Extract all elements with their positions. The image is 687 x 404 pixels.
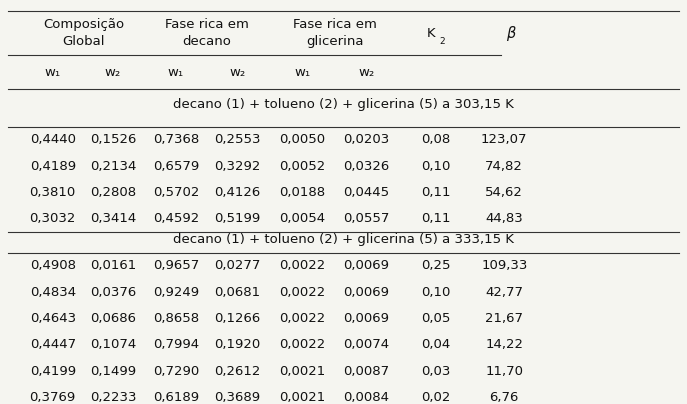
Text: 0,4199: 0,4199 bbox=[30, 365, 76, 378]
Text: 2: 2 bbox=[439, 37, 445, 46]
Text: 0,7290: 0,7290 bbox=[153, 365, 199, 378]
Text: 0,0445: 0,0445 bbox=[343, 186, 389, 199]
Text: 0,4189: 0,4189 bbox=[30, 160, 76, 173]
Text: 0,4447: 0,4447 bbox=[30, 339, 76, 351]
Text: w₁: w₁ bbox=[295, 65, 311, 78]
Text: 0,0188: 0,0188 bbox=[280, 186, 326, 199]
Text: 0,0074: 0,0074 bbox=[343, 339, 389, 351]
Text: 0,0022: 0,0022 bbox=[280, 339, 326, 351]
Text: 0,1499: 0,1499 bbox=[90, 365, 136, 378]
Text: 0,10: 0,10 bbox=[421, 160, 451, 173]
Text: 44,83: 44,83 bbox=[486, 213, 523, 225]
Text: 0,11: 0,11 bbox=[421, 213, 451, 225]
Text: 0,1920: 0,1920 bbox=[214, 339, 260, 351]
Text: 0,0021: 0,0021 bbox=[280, 391, 326, 404]
Text: 21,67: 21,67 bbox=[485, 312, 523, 325]
Text: 0,2612: 0,2612 bbox=[214, 365, 260, 378]
Text: Fase rica em
decano: Fase rica em decano bbox=[165, 18, 249, 48]
Text: 0,10: 0,10 bbox=[421, 286, 451, 299]
Text: 54,62: 54,62 bbox=[485, 186, 523, 199]
Text: K: K bbox=[427, 27, 436, 40]
Text: 0,0557: 0,0557 bbox=[343, 213, 390, 225]
Text: w₁: w₁ bbox=[168, 65, 184, 78]
Text: w₁: w₁ bbox=[45, 65, 60, 78]
Text: 11,70: 11,70 bbox=[485, 365, 523, 378]
Text: 0,3689: 0,3689 bbox=[214, 391, 260, 404]
Text: 0,08: 0,08 bbox=[421, 133, 451, 146]
Text: 0,0326: 0,0326 bbox=[343, 160, 390, 173]
Text: 0,9657: 0,9657 bbox=[153, 259, 199, 272]
Text: 0,3032: 0,3032 bbox=[30, 213, 76, 225]
Text: Fase rica em
glicerina: Fase rica em glicerina bbox=[293, 18, 377, 48]
Text: 0,2134: 0,2134 bbox=[90, 160, 136, 173]
Text: 0,6579: 0,6579 bbox=[153, 160, 199, 173]
Text: 0,9249: 0,9249 bbox=[153, 286, 199, 299]
Text: w₂: w₂ bbox=[229, 65, 245, 78]
Text: 0,2233: 0,2233 bbox=[90, 391, 136, 404]
Text: 0,03: 0,03 bbox=[421, 365, 451, 378]
Text: 42,77: 42,77 bbox=[485, 286, 523, 299]
Text: 0,0069: 0,0069 bbox=[343, 312, 389, 325]
Text: 0,0022: 0,0022 bbox=[280, 286, 326, 299]
Text: $\beta$: $\beta$ bbox=[506, 23, 517, 43]
Text: 0,3769: 0,3769 bbox=[30, 391, 76, 404]
Text: 0,1266: 0,1266 bbox=[214, 312, 260, 325]
Text: 0,3414: 0,3414 bbox=[90, 213, 136, 225]
Text: 0,4908: 0,4908 bbox=[30, 259, 76, 272]
Text: 0,3292: 0,3292 bbox=[214, 160, 260, 173]
Text: 0,0161: 0,0161 bbox=[90, 259, 136, 272]
Text: 0,2808: 0,2808 bbox=[90, 186, 136, 199]
Text: 0,0087: 0,0087 bbox=[343, 365, 389, 378]
Text: 0,04: 0,04 bbox=[421, 339, 451, 351]
Text: 0,0050: 0,0050 bbox=[280, 133, 326, 146]
Text: decano (1) + tolueno (2) + glicerina (5) a 303,15 K: decano (1) + tolueno (2) + glicerina (5)… bbox=[173, 98, 514, 111]
Text: 0,3810: 0,3810 bbox=[30, 186, 76, 199]
Text: 0,1074: 0,1074 bbox=[90, 339, 136, 351]
Text: 0,0021: 0,0021 bbox=[280, 365, 326, 378]
Text: 0,7368: 0,7368 bbox=[153, 133, 199, 146]
Text: 0,11: 0,11 bbox=[421, 186, 451, 199]
Text: 0,4592: 0,4592 bbox=[153, 213, 199, 225]
Text: 0,0084: 0,0084 bbox=[343, 391, 389, 404]
Text: 123,07: 123,07 bbox=[481, 133, 528, 146]
Text: 74,82: 74,82 bbox=[485, 160, 523, 173]
Text: 0,0376: 0,0376 bbox=[90, 286, 136, 299]
Text: 6,76: 6,76 bbox=[490, 391, 519, 404]
Text: w₂: w₂ bbox=[105, 65, 121, 78]
Text: Composição
Global: Composição Global bbox=[43, 18, 124, 48]
Text: 0,8658: 0,8658 bbox=[153, 312, 199, 325]
Text: 0,0069: 0,0069 bbox=[343, 286, 389, 299]
Text: 0,7994: 0,7994 bbox=[153, 339, 199, 351]
Text: 0,5702: 0,5702 bbox=[153, 186, 199, 199]
Text: 0,4440: 0,4440 bbox=[30, 133, 76, 146]
Text: decano (1) + tolueno (2) + glicerina (5) a 333,15 K: decano (1) + tolueno (2) + glicerina (5)… bbox=[173, 233, 514, 246]
Text: 0,0069: 0,0069 bbox=[343, 259, 389, 272]
Text: 0,0681: 0,0681 bbox=[214, 286, 260, 299]
Text: 0,0022: 0,0022 bbox=[280, 259, 326, 272]
Text: 0,4126: 0,4126 bbox=[214, 186, 260, 199]
Text: 0,5199: 0,5199 bbox=[214, 213, 260, 225]
Text: 0,25: 0,25 bbox=[421, 259, 451, 272]
Text: 0,0052: 0,0052 bbox=[280, 160, 326, 173]
Text: 0,6189: 0,6189 bbox=[153, 391, 199, 404]
Text: 14,22: 14,22 bbox=[485, 339, 523, 351]
Text: 0,05: 0,05 bbox=[421, 312, 451, 325]
Text: 0,4643: 0,4643 bbox=[30, 312, 76, 325]
Text: 0,2553: 0,2553 bbox=[214, 133, 260, 146]
Text: 0,02: 0,02 bbox=[421, 391, 451, 404]
Text: 0,0277: 0,0277 bbox=[214, 259, 260, 272]
Text: w₂: w₂ bbox=[358, 65, 374, 78]
Text: 0,0022: 0,0022 bbox=[280, 312, 326, 325]
Text: 0,4834: 0,4834 bbox=[30, 286, 76, 299]
Text: 0,0203: 0,0203 bbox=[343, 133, 390, 146]
Text: 0,0054: 0,0054 bbox=[280, 213, 326, 225]
Text: 0,0686: 0,0686 bbox=[90, 312, 136, 325]
Text: 0,1526: 0,1526 bbox=[90, 133, 136, 146]
Text: 109,33: 109,33 bbox=[481, 259, 528, 272]
